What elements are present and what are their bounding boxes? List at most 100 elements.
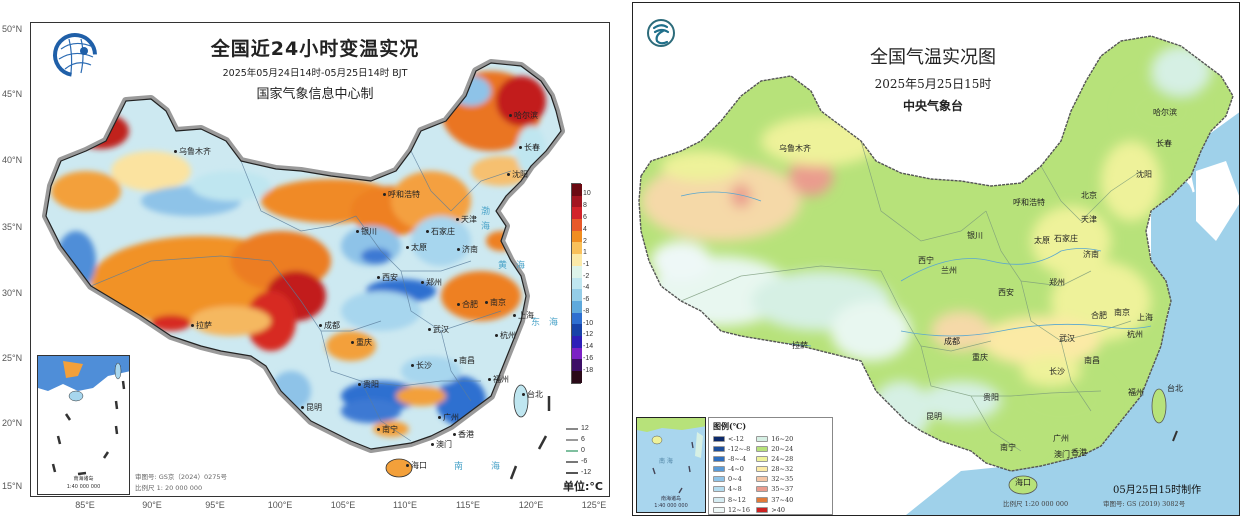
city-chengdu: 成都 [319,320,340,331]
lon-label-125: 125°E [581,500,607,510]
sea-label-east-2: 海 [549,318,559,328]
south-china-sea-inset-right: 南 海 南海诸岛 1:40 000 000 [636,417,706,513]
legend-label: 24~28 [771,454,794,463]
city-taipei: 台北 [1167,384,1183,393]
colorbar-seg [572,359,582,371]
city-nanning: 南宁 [377,424,398,435]
colorbar-label: 2 [583,238,587,245]
legend-swatch [756,476,769,483]
contour-line-swatch [566,427,578,430]
colorbar-label: -2 [583,273,590,280]
legend-label: -12~-8 [728,444,751,453]
colorbar-seg [572,300,582,313]
city-hefei: 合肥 [1091,311,1107,320]
legend-label: >40 [771,505,785,514]
legend-label: 35~37 [771,485,794,494]
lon-label-105: 105°E [330,500,356,510]
south-china-sea-inset: 南海诸岛 1:40 000 000 [37,355,130,495]
colorbar-label: -4 [583,284,590,291]
city-xining: 西宁 [918,256,934,265]
production-time-label: 05月25日15时制作 [1113,485,1202,496]
legend-item: -8~-4 [713,454,750,463]
contour-legend-row: 6 [566,434,591,445]
lat-label-15: 15°N [2,481,23,491]
contour-line-legend: 12 6 0 -6 -12 [566,423,591,478]
legend-swatch [756,445,769,452]
unit-label: 单位:°C [563,480,603,493]
inset-scale: 1:40 000 000 [66,484,101,490]
legend-swatch [756,435,769,442]
sea-label-south-1: 南 [454,462,464,472]
city-lhasa: 拉萨 [191,320,212,331]
legend-label: -4~0 [728,465,744,474]
right-map-title-block: 全国气温实况图 2025年5月25日15时 中央气象台 [813,43,1053,114]
legend-swatch [713,455,725,462]
contour-legend-row: 0 [566,445,591,456]
legend-label: 20~24 [771,444,794,453]
city-labels-right: 乌鲁木齐 哈尔滨 长春 沈阳 北京 天津 呼和浩特 石家庄 太原 济南 银川 西… [633,3,1239,515]
sea-label-east-1: 东 [531,318,541,328]
left-map-title-block: 全国近24小时变温实况 2025年05月24日14时-05月25日14时 BJT… [190,34,440,102]
legend-item: -12~-8 [713,444,750,453]
city-hongkong: 香港 [453,429,474,440]
legend-label: 4~8 [728,485,742,494]
city-haikou: 海口 [406,460,427,471]
city-hangzhou: 杭州 [495,330,516,341]
colorbar-seg [572,195,582,208]
legend-swatch [756,496,769,503]
left-map-time-range: 2025年05月24日14时-05月25日14时 BJT [222,68,408,79]
colorbar-seg [572,184,582,196]
city-harbin: 哈尔滨 [509,110,538,121]
lon-label-115: 115°E [456,500,480,510]
temperature-change-map [42,59,565,480]
contour-value: 0 [581,447,585,454]
city-kunming: 昆明 [926,412,942,421]
city-harbin: 哈尔滨 [1153,108,1177,117]
contour-line-swatch [566,449,578,452]
globe-network-logo-icon [53,33,97,77]
legend-item: 37~40 [756,495,793,504]
temperature-change-colorbar [571,183,582,384]
contour-value: -12 [581,469,592,476]
right-map-title: 全国气温实况图 [870,47,996,68]
colorbar-label: -8 [583,308,590,315]
city-shanghai: 上海 [513,310,534,321]
lat-label-50: 50°N [2,24,23,34]
contour-line-swatch [566,471,578,474]
left-map-producer: 国家气象信息中心制 [256,87,374,102]
city-chongqing: 重庆 [351,337,372,348]
colorbar-seg [572,254,582,266]
lat-label-40: 40°N [2,155,23,165]
city-changsha: 长沙 [1049,367,1065,376]
inset-map-right: 南 海 [637,418,705,494]
city-macau: 澳门 [1054,450,1070,459]
lat-label-20: 20°N [2,418,23,428]
city-wuhan: 武汉 [1059,334,1075,343]
city-changchun: 长春 [519,142,540,153]
city-beijing: 北京 [1081,191,1097,200]
colorbar-label: -18 [583,367,594,374]
nmc-dragon-logo-icon [647,19,675,47]
legend-column-left: <-12 -12~-8 -8~-4 -4~0 0~4 4~8 8~12 12~1… [713,434,750,514]
temperature-observation-map-panel: 全国气温实况图 2025年5月25日15时 中央气象台 乌鲁木齐 哈尔滨 长春 … [632,2,1240,516]
lon-label-85: 85°E [75,500,95,510]
city-zhengzhou: 郑州 [421,277,442,288]
sea-label-bohai-2: 海 [481,222,491,232]
legend-swatch [713,486,725,493]
legend-column-right: 16~20 20~24 24~28 28~32 32~35 35~37 37~4… [756,434,793,514]
colorbar-seg [572,371,582,383]
colorbar-seg [572,219,582,231]
temperature-observation-map [638,35,1239,515]
colorbar-label: 6 [583,214,587,221]
lon-label-90: 90°E [142,500,162,510]
temperature-legend: 图例(℃) <-12 -12~-8 -8~-4 -4~0 0~4 4~8 8~1… [708,417,833,515]
city-chengdu: 成都 [944,337,960,346]
city-hefei: 合肥 [457,299,478,310]
city-shijiazhuang: 石家庄 [1054,234,1078,243]
city-tianjin: 天津 [1081,215,1097,224]
city-jinan: 济南 [457,244,478,255]
legend-item: 0~4 [713,475,750,484]
city-labels: 乌鲁木齐 呼和浩特 银川 太原 石家庄 天津 济南 拉萨 西安 郑州 合肥 南京… [31,23,609,496]
colorbar-label: 1 [583,249,587,256]
colorbar-seg [572,277,582,290]
